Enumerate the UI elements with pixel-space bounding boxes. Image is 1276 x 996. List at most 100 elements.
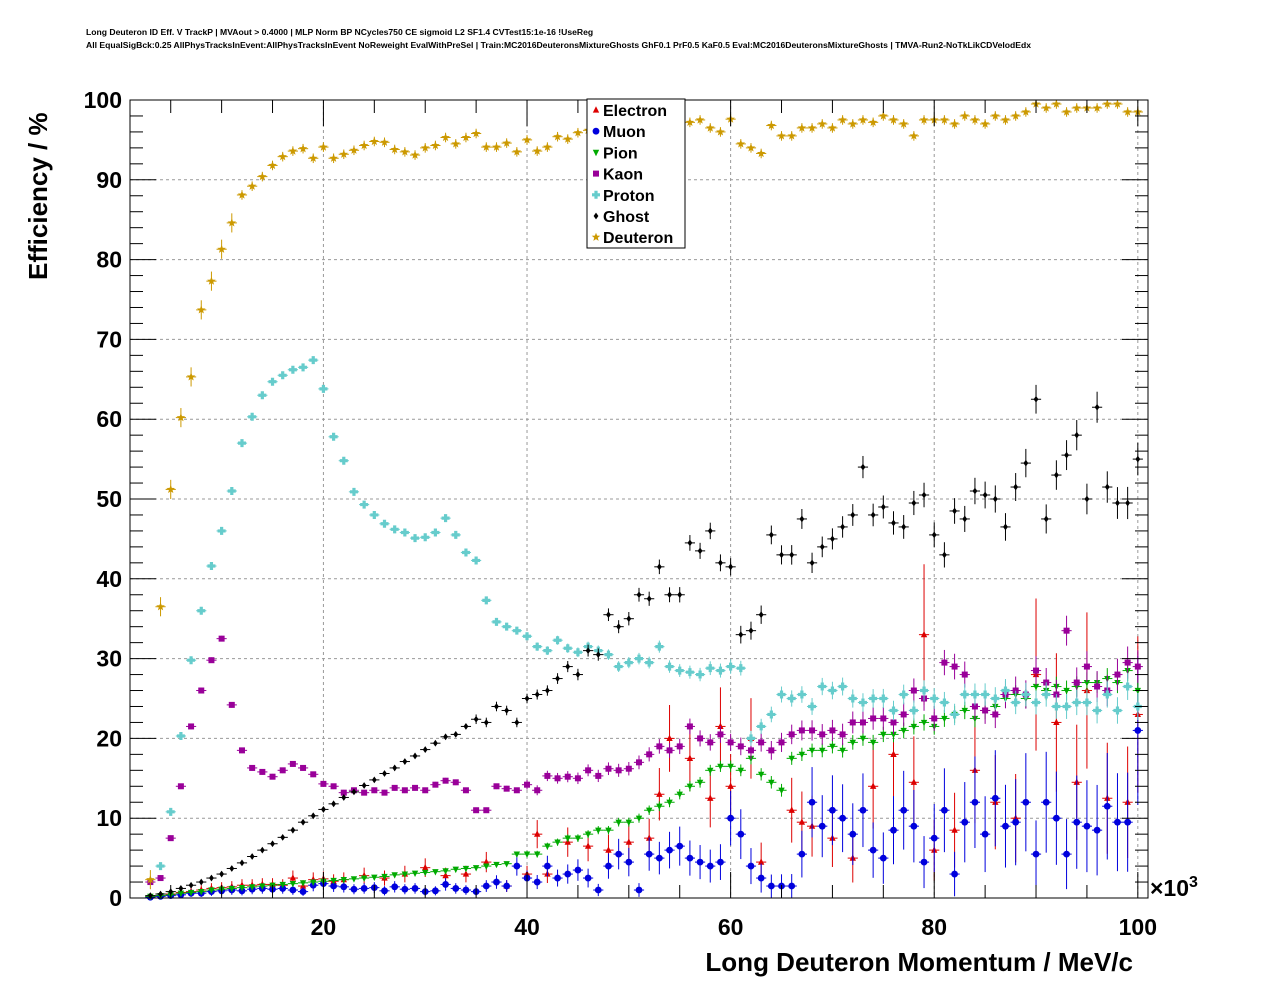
data-point — [533, 642, 542, 651]
data-point — [259, 846, 265, 854]
data-point — [808, 702, 817, 711]
data-point — [585, 647, 591, 655]
data-point — [371, 787, 378, 794]
data-point — [157, 875, 164, 882]
data-point — [635, 886, 643, 894]
legend-label-pion: Pion — [603, 145, 638, 162]
data-point — [1021, 107, 1031, 116]
data-point — [717, 722, 724, 730]
data-point — [218, 635, 225, 642]
data-point — [442, 881, 449, 888]
data-point — [1042, 690, 1051, 699]
data-point — [1082, 698, 1091, 707]
data-point — [278, 152, 287, 161]
data-point — [838, 682, 847, 691]
data-point — [1011, 111, 1020, 120]
data-point — [707, 794, 714, 801]
legend-marker-proton — [592, 190, 601, 199]
data-point — [697, 735, 704, 742]
data-point — [176, 732, 185, 741]
data-point — [339, 149, 349, 158]
data-point — [788, 882, 796, 890]
data-point — [1084, 495, 1090, 503]
y-tick-label: 60 — [96, 406, 122, 432]
data-point — [166, 807, 175, 816]
data-point — [217, 244, 226, 253]
data-point — [991, 111, 1000, 120]
data-point — [1083, 663, 1090, 670]
series-proton — [155, 356, 1143, 871]
data-point — [209, 874, 214, 882]
data-point — [146, 875, 155, 884]
data-point — [177, 890, 185, 898]
data-point — [229, 865, 235, 872]
data-point — [279, 881, 286, 889]
x-tick-label: 40 — [514, 914, 540, 940]
data-point — [901, 523, 907, 531]
data-point — [625, 858, 633, 866]
data-point — [980, 119, 990, 128]
data-point — [543, 646, 552, 655]
data-point — [412, 752, 418, 760]
data-point — [910, 778, 918, 785]
data-point — [391, 872, 398, 879]
data-point — [1064, 451, 1069, 459]
data-point — [809, 559, 815, 567]
data-point — [259, 768, 266, 775]
data-point — [514, 719, 520, 726]
data-point — [390, 144, 399, 154]
x-tick-label: 60 — [718, 914, 744, 940]
y-tick-label: 90 — [96, 167, 122, 193]
data-point — [1115, 499, 1120, 507]
data-point — [494, 703, 499, 710]
data-point — [1104, 483, 1110, 491]
data-point — [880, 503, 886, 511]
data-point — [828, 686, 837, 695]
data-point — [564, 835, 571, 842]
data-point — [443, 733, 448, 741]
data-point — [1114, 818, 1121, 826]
data-point — [298, 144, 308, 153]
data-point — [299, 363, 308, 372]
data-point — [349, 487, 358, 496]
data-point — [402, 758, 408, 765]
data-point — [1043, 515, 1049, 523]
data-point — [278, 371, 287, 380]
data-point — [361, 782, 367, 789]
data-point — [186, 372, 196, 381]
data-point — [941, 806, 948, 814]
data-point — [300, 818, 306, 826]
data-point — [982, 707, 989, 714]
data-point — [503, 785, 510, 792]
data-point — [981, 830, 989, 838]
data-point — [513, 787, 520, 794]
data-point — [422, 869, 429, 877]
data-point — [1074, 431, 1080, 439]
data-point — [779, 551, 784, 559]
x-axis-title: Long Deuteron Momentum / MeV/c — [705, 947, 1133, 977]
data-point — [513, 862, 521, 870]
data-point — [544, 843, 551, 850]
data-point — [238, 885, 246, 892]
data-point — [340, 789, 347, 796]
data-point — [635, 654, 644, 663]
data-point — [615, 819, 622, 826]
data-point — [1012, 687, 1019, 694]
data-point — [1023, 459, 1029, 467]
data-point — [667, 591, 672, 599]
data-point — [788, 806, 795, 813]
data-point — [483, 858, 490, 865]
legend-marker-electron — [592, 106, 600, 113]
y-tick-label: 20 — [96, 725, 122, 751]
data-point — [859, 719, 866, 726]
data-point — [718, 559, 723, 567]
data-point — [858, 115, 868, 124]
data-point — [187, 889, 195, 897]
series-electron — [145, 564, 1143, 900]
data-point — [289, 886, 297, 894]
data-point — [930, 694, 939, 703]
data-point — [350, 885, 358, 893]
data-point — [1032, 698, 1041, 707]
data-point — [1021, 690, 1030, 699]
